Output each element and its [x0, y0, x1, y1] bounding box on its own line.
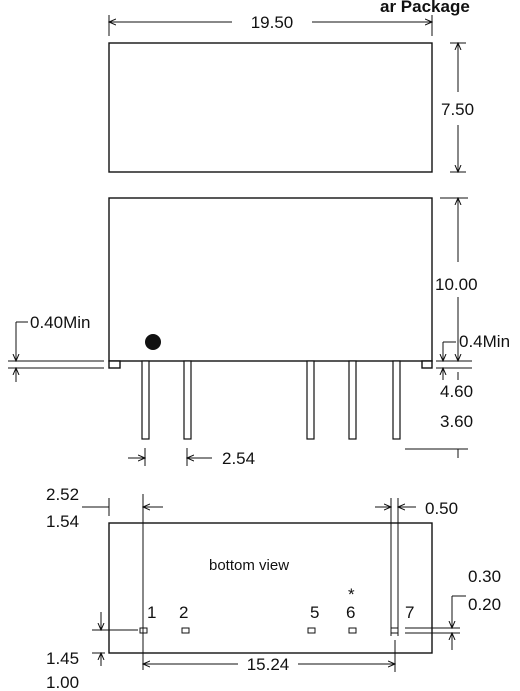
top-view-body	[108, 42, 433, 173]
pin-to-edge-label: 0.50	[425, 499, 458, 518]
right-standoff-label: 0.4Min	[459, 332, 510, 351]
pad-height-min: 0.20	[468, 595, 501, 614]
pin-number-7: 7	[405, 603, 414, 622]
row-offset-min: 1.00	[46, 673, 79, 691]
bottom-pad-5	[307, 627, 316, 634]
left-standoff-label: 0.40Min	[30, 313, 90, 332]
top-depth-label: 7.50	[441, 100, 474, 119]
bottom-view: bottom view 1 2 5 6 * 7 2.52 1.54 0.50 0	[46, 485, 501, 691]
top-view: 19.50 7.50	[109, 13, 474, 172]
side-view-body	[108, 197, 433, 362]
pin-number-2: 2	[179, 603, 188, 622]
side-pin-2	[183, 360, 192, 440]
side-pin-6	[348, 360, 357, 440]
side-pin-7	[392, 360, 401, 440]
pad-height-max: 0.30	[468, 567, 501, 586]
standoff-foot-left	[108, 360, 121, 369]
pin-one-marker-dot	[145, 334, 161, 350]
bottom-view-body	[108, 522, 433, 654]
bottom-pad-2	[181, 627, 190, 634]
bottom-pad-7	[390, 627, 399, 634]
pin-length-min-label: 3.60	[440, 412, 473, 431]
standoff-foot-right	[421, 360, 433, 369]
row-offset-max: 1.45	[46, 649, 79, 668]
first-pin-offset-min: 1.54	[46, 512, 79, 531]
side-pin-1	[141, 360, 150, 440]
side-height-label: 10.00	[435, 275, 478, 294]
pin-length-max-label: 4.60	[440, 382, 473, 401]
side-view: 10.00 0.4Min 0.40Min 4.60 3.60 2.54	[8, 198, 510, 468]
bottom-view-caption: bottom view	[209, 557, 289, 574]
first-pin-offset-max: 2.52	[46, 485, 79, 504]
pitch-label: 2.54	[222, 449, 255, 468]
top-width-label: 19.50	[251, 13, 294, 32]
side-pin-5	[306, 360, 315, 440]
pin-span-label: 15.24	[247, 655, 290, 674]
header-title: ar Package	[380, 0, 470, 16]
pin-6-marker: *	[348, 585, 355, 604]
pin-number-5: 5	[310, 603, 319, 622]
pin-number-1: 1	[147, 603, 156, 622]
pin-number-6: 6	[346, 603, 355, 622]
bottom-pad-6	[348, 627, 357, 634]
